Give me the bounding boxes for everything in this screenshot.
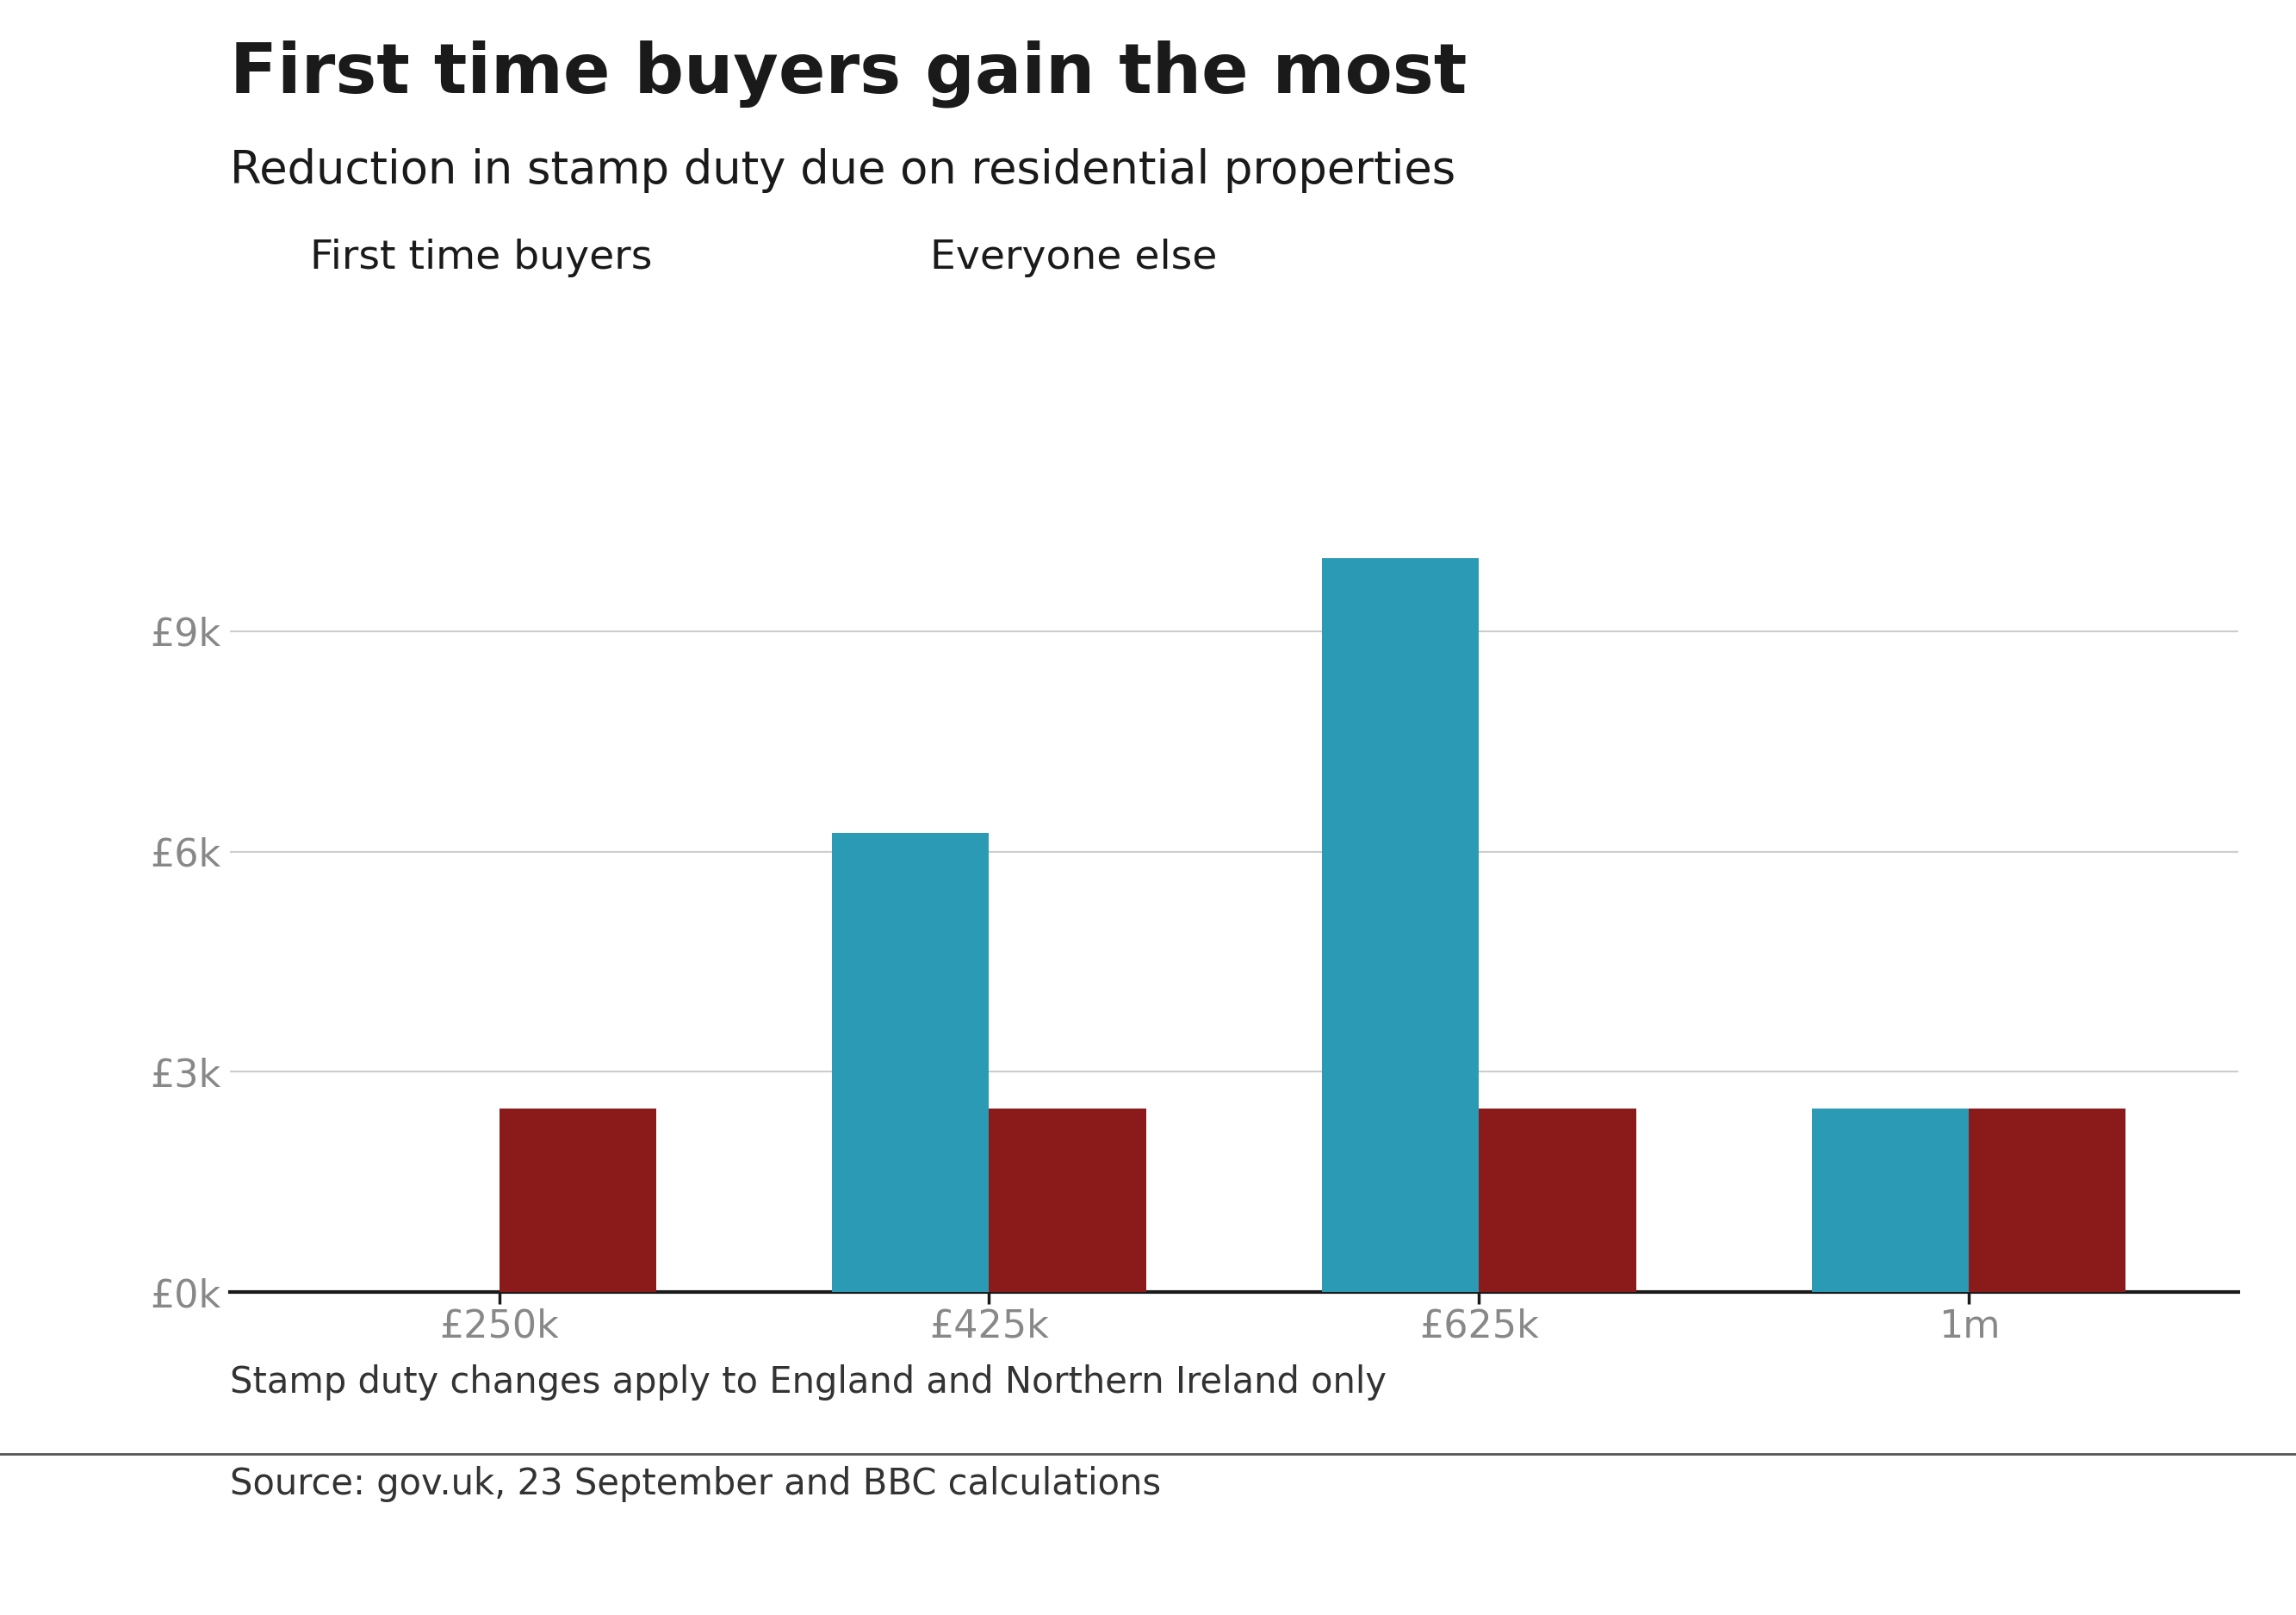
Text: First time buyers: First time buyers xyxy=(310,239,652,278)
Text: BBC: BBC xyxy=(2092,1515,2190,1557)
Bar xyxy=(1970,1108,2126,1292)
Text: Stamp duty changes apply to England and Northern Ireland only: Stamp duty changes apply to England and … xyxy=(230,1365,1387,1400)
Bar xyxy=(1479,1108,1635,1292)
Text: Source: gov.uk, 23 September and BBC calculations: Source: gov.uk, 23 September and BBC cal… xyxy=(230,1466,1162,1502)
Bar xyxy=(833,833,990,1292)
Text: First time buyers gain the most: First time buyers gain the most xyxy=(230,40,1467,108)
Bar xyxy=(498,1108,657,1292)
Text: Everyone else: Everyone else xyxy=(930,239,1217,278)
Text: Reduction in stamp duty due on residential properties: Reduction in stamp duty due on residenti… xyxy=(230,149,1456,194)
Bar xyxy=(1322,557,1479,1292)
Bar xyxy=(990,1108,1146,1292)
Bar xyxy=(1812,1108,1970,1292)
